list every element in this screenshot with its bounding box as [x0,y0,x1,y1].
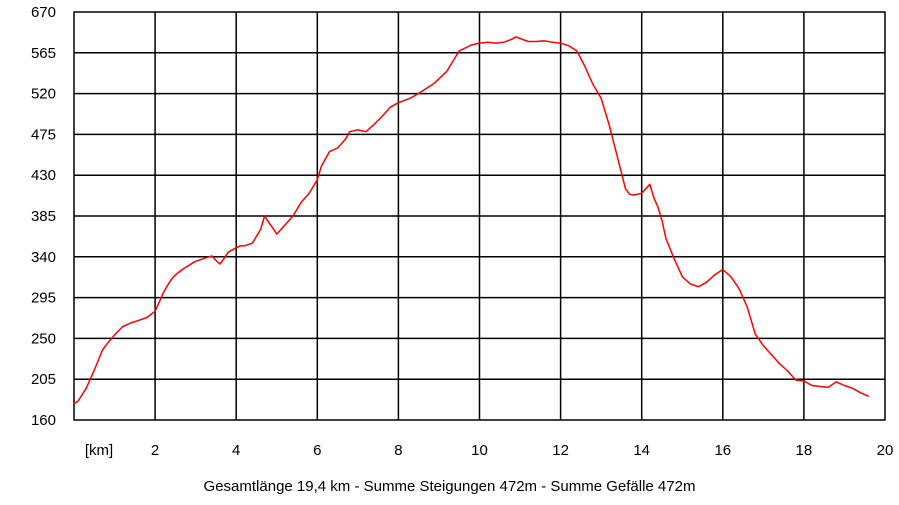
x-tick-label-14: 14 [633,442,650,459]
y-tick-label-250: 250 [31,330,56,347]
x-tick-label-16: 16 [714,442,731,459]
x-tick-label-8: 8 [394,442,402,459]
y-tick-label-160: 160 [31,412,56,429]
y-tick-label-385: 385 [31,208,56,225]
elevation-line-layer [73,36,870,405]
x-tick-label-2: 2 [151,442,159,459]
y-tick-label-340: 340 [31,249,56,266]
y-tick-label-430: 430 [31,167,56,184]
y-tick-label-520: 520 [31,86,56,103]
x-tick-label-20: 20 [877,442,894,459]
x-tick-label-4: 4 [232,442,240,459]
x-axis-tick-labels: [km] 2 4 6 8 10 12 14 16 18 20 [85,442,894,459]
y-tick-label-475: 475 [31,126,56,143]
y-tick-label-670: 670 [31,4,56,21]
x-tick-label-18: 18 [796,442,813,459]
x-axis-unit-label: [km] [85,442,113,459]
y-tick-label-565: 565 [31,45,56,62]
y-axis-tick-labels: 160 205 250 295 340 385 430 475 520 565 670 [31,4,56,429]
elevation-series-line-0 [73,36,870,405]
route-summary: Gesamtlänge 19,4 km - Summe Steigungen 4… [203,478,696,495]
y-tick-label-295: 295 [31,290,56,307]
x-tick-label-10: 10 [471,442,488,459]
x-tick-label-6: 6 [313,442,321,459]
x-tick-label-12: 12 [552,442,569,459]
y-tick-label-205: 205 [31,371,56,388]
